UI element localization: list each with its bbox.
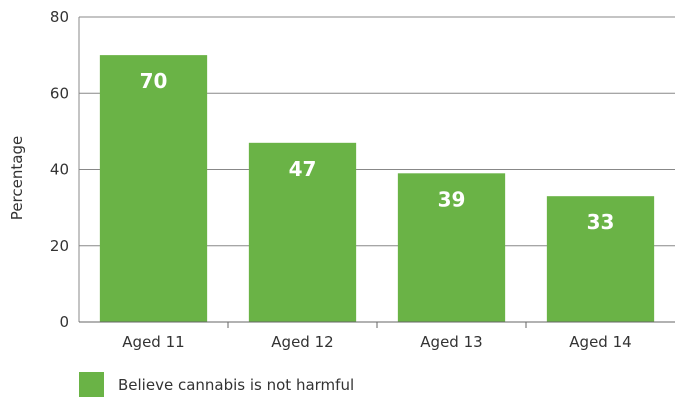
x-tick-label-aged-14: Aged 14 xyxy=(569,333,631,351)
legend-label: Believe cannabis is not harmful xyxy=(118,375,355,394)
y-axis-title: Percentage xyxy=(8,136,26,220)
y-tick-label-20: 20 xyxy=(50,237,69,255)
y-tick-label-0: 0 xyxy=(59,313,69,331)
bars: 70 47 39 33 xyxy=(99,55,655,322)
legend-swatch xyxy=(79,372,104,397)
y-tick-label-40: 40 xyxy=(50,161,69,179)
data-label-aged-13: 39 xyxy=(438,187,466,211)
y-tick-label-60: 60 xyxy=(50,84,69,102)
data-label-aged-11: 70 xyxy=(140,69,168,93)
x-tick-label-aged-11: Aged 11 xyxy=(122,333,184,351)
data-label-aged-12: 47 xyxy=(289,157,317,181)
bar-aged-12 xyxy=(248,142,357,322)
data-label-aged-14: 33 xyxy=(587,210,615,234)
x-axis-ticks: Aged 11 Aged 12 Aged 13 Aged 14 xyxy=(122,322,632,351)
bar-chart: 0 20 40 60 80 70 47 39 33 Aged 11 Aged 12 Aged 13… xyxy=(8,8,675,351)
legend: Believe cannabis is not harmful xyxy=(79,372,354,397)
bar-aged-14 xyxy=(546,196,655,322)
bar-aged-11 xyxy=(99,55,208,322)
y-axis-ticks: 0 20 40 60 80 xyxy=(50,8,69,331)
x-tick-label-aged-13: Aged 13 xyxy=(420,333,482,351)
bar-aged-13 xyxy=(397,173,506,322)
x-tick-label-aged-12: Aged 12 xyxy=(271,333,333,351)
y-tick-label-80: 80 xyxy=(50,8,69,26)
